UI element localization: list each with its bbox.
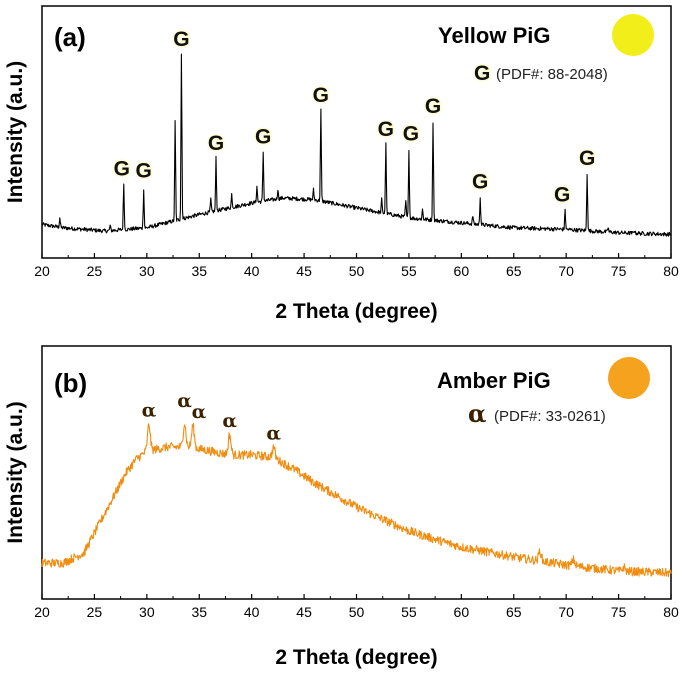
x-tick-label: 65 [506, 604, 522, 620]
sample-color-swatch [612, 14, 654, 56]
peak-label: G [403, 123, 419, 146]
peak-label: α [177, 390, 192, 412]
peak-label: G [255, 126, 271, 149]
x-tick-label: 35 [191, 604, 207, 620]
x-tick-label: 40 [244, 263, 260, 279]
peak-label: G [114, 157, 130, 180]
legend-phase-symbol: α [468, 399, 486, 428]
legend-pdf-card: (PDF#: 88-2048) [496, 66, 608, 83]
x-tick-label: 80 [663, 604, 679, 620]
peak-label: α [142, 400, 157, 422]
x-axis-title: 2 Theta (degree) [275, 646, 437, 669]
peak-label: G [173, 28, 189, 51]
x-tick-label: 75 [611, 263, 627, 279]
peak-label: α [222, 410, 237, 432]
x-axis-title: 2 Theta (degree) [275, 300, 437, 323]
peak-label: G [208, 132, 224, 155]
panel-label: (a) [54, 22, 86, 52]
peak-label: G [472, 171, 488, 194]
peak-label: G [378, 118, 394, 141]
peak-label: α [266, 423, 281, 445]
y-axis-title: Intensity (a.u.) [4, 61, 27, 203]
xrd-spectrum-line [41, 422, 672, 578]
x-tick-label: 25 [87, 263, 103, 279]
x-tick-label: 45 [296, 263, 312, 279]
x-tick-label: 25 [87, 604, 103, 620]
peak-label: G [136, 159, 152, 182]
x-tick-label: 20 [34, 604, 50, 620]
plot-frame [41, 5, 672, 259]
x-tick-label: 55 [401, 604, 417, 620]
panel-b: 20 25 30 35 40 45 50 55 60 65 70 75 80 2 Theta (degre… [4, 345, 679, 669]
x-tick-label: 35 [191, 263, 207, 279]
x-tick-label: 80 [663, 263, 679, 279]
xrd-spectrum-line [41, 53, 672, 237]
x-tick-label: 50 [349, 604, 365, 620]
peak-label: G [579, 147, 595, 170]
peak-label: α [192, 401, 207, 423]
x-tick-label: 60 [454, 604, 470, 620]
peak-label: G [554, 184, 570, 207]
x-tick-label: 45 [296, 604, 312, 620]
peak-label: G [425, 95, 441, 118]
x-tick-label: 55 [401, 263, 417, 279]
x-tick-label: 40 [244, 604, 260, 620]
x-tick-label: 30 [139, 263, 155, 279]
x-tick-label: 70 [558, 604, 574, 620]
peak-label: G [313, 84, 329, 107]
legend-phase-symbol: G [474, 62, 490, 85]
x-tick-label: 65 [506, 263, 522, 279]
legend-pdf-card: (PDF#: 33-0261) [494, 408, 606, 425]
plot-frame [41, 345, 672, 600]
sample-color-swatch [608, 357, 650, 399]
panel-label: (b) [54, 368, 87, 398]
legend-title: Amber PiG [437, 368, 551, 393]
x-tick-label: 60 [454, 263, 470, 279]
panel-a: 20 25 30 35 40 45 50 55 60 65 70 75 80 2 Theta (degre… [4, 5, 679, 323]
y-axis-title: Intensity (a.u.) [4, 401, 27, 543]
legend-title: Yellow PiG [438, 23, 550, 48]
x-tick-label: 70 [558, 263, 574, 279]
x-tick-label: 20 [34, 263, 50, 279]
x-tick-label: 75 [611, 604, 627, 620]
x-tick-label: 30 [139, 604, 155, 620]
x-tick-label: 50 [349, 263, 365, 279]
